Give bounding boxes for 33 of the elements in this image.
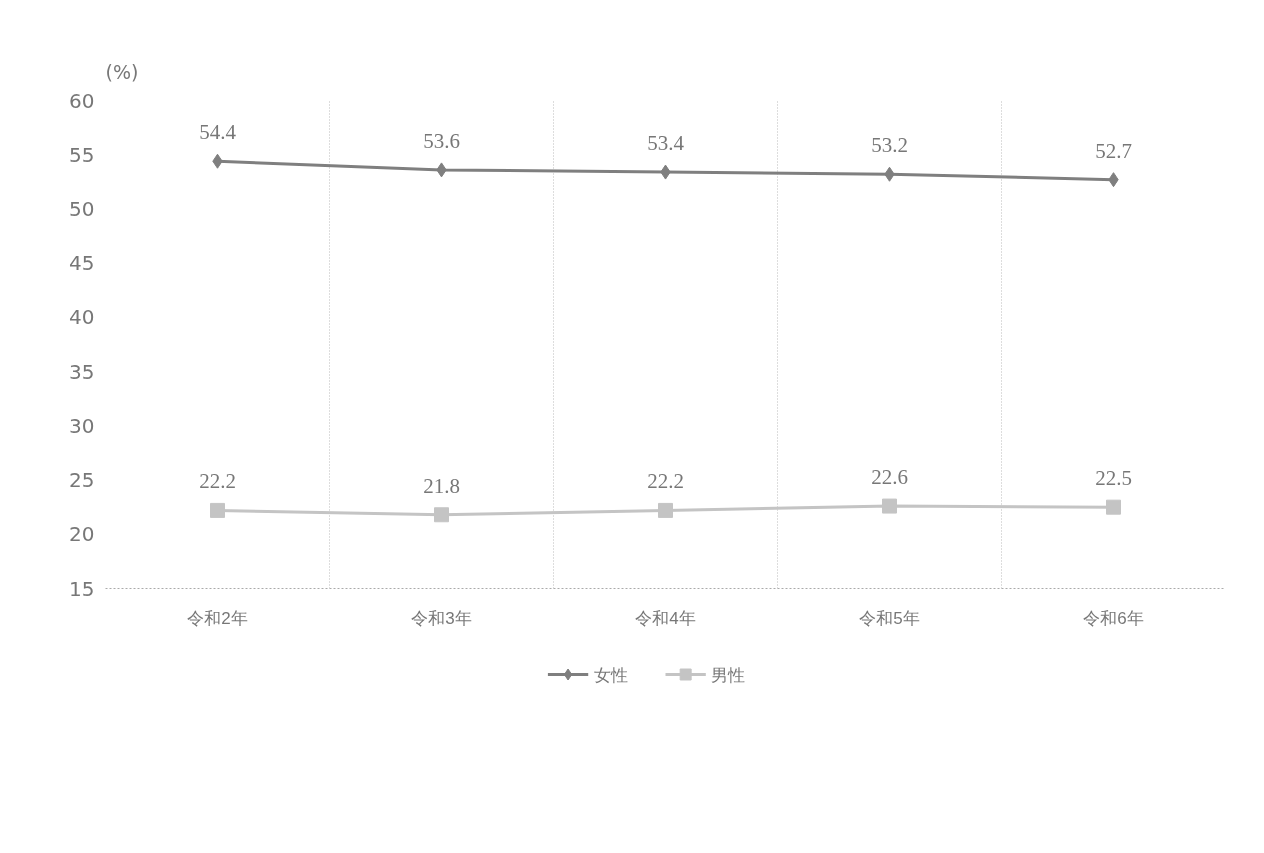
y-tick-label: 15: [69, 576, 95, 601]
data-label: 22.2: [647, 469, 684, 494]
y-tick-label: 55: [69, 142, 95, 167]
data-label: 53.2: [871, 133, 908, 158]
y-tick-label: 50: [69, 196, 95, 221]
data-label: 22.2: [199, 469, 236, 494]
y-tick-label: 20: [69, 522, 95, 547]
data-label: 21.8: [423, 473, 460, 498]
data-label: 52.7: [1095, 138, 1132, 163]
x-tick-label: 令和2年: [187, 608, 248, 628]
y-tick-label: 45: [69, 251, 95, 276]
y-tick-label: 35: [69, 359, 95, 384]
point: [210, 502, 225, 518]
y-tick-label: 60: [69, 88, 95, 113]
y-tick-label: 25: [69, 468, 95, 493]
data-label: 22.6: [871, 465, 908, 490]
x-tick-label: 令和3年: [411, 608, 472, 628]
y-tick-label: 30: [69, 413, 95, 438]
point: [882, 498, 897, 514]
data-label: 53.4: [647, 131, 685, 156]
y-axis-title: (%): [105, 61, 139, 83]
x-tick-label: 令和6年: [1083, 608, 1144, 628]
point: [1106, 499, 1121, 515]
x-tick-label: 令和5年: [859, 608, 920, 628]
data-label: 54.4: [199, 120, 237, 145]
point: [658, 502, 673, 518]
data-label: 53.6: [423, 128, 460, 153]
x-tick-label: 令和4年: [635, 608, 696, 628]
point: [434, 507, 449, 523]
legend-label: 女性: [593, 664, 628, 685]
legend-label: 男性: [711, 664, 746, 685]
data-label: 22.5: [1095, 466, 1132, 491]
y-tick-label: 40: [69, 305, 95, 330]
